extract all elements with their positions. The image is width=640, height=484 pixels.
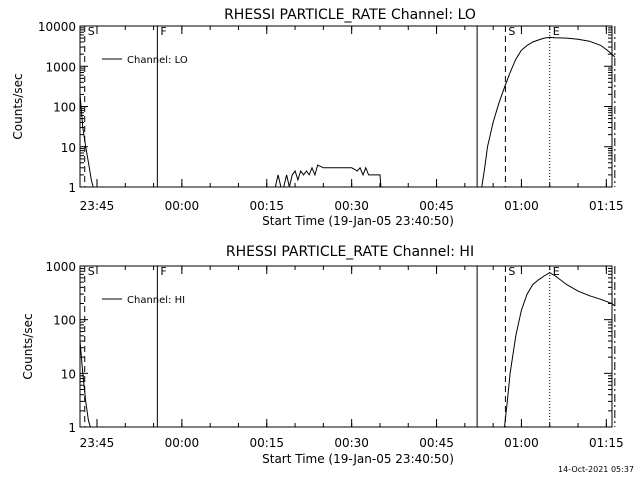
y-tick-label: 1 — [68, 181, 76, 195]
x-tick-label: 00:00 — [165, 199, 200, 213]
x-tick-label: 00:30 — [334, 199, 369, 213]
data-series-line — [79, 94, 94, 188]
data-series-line — [481, 36, 616, 188]
event-marker-label: S — [508, 25, 515, 38]
y-axis-label: Counts/sec — [21, 313, 35, 379]
y-tick-label: 1000 — [45, 60, 76, 74]
chart-title: RHESSI PARTICLE_RATE Channel: HI — [226, 244, 474, 260]
data-series-line — [504, 272, 616, 428]
y-tick-label: 10000 — [38, 20, 76, 34]
legend-label: Channel: LO — [127, 55, 188, 66]
x-axis-label: Start Time (19-Jan-05 23:40:50) — [262, 452, 454, 466]
chart-title: RHESSI PARTICLE_RATE Channel: LO — [224, 7, 476, 23]
event-marker-label: E — [553, 265, 560, 278]
x-tick-label: 01:15 — [589, 436, 624, 450]
timestamp: 14-Oct-2021 05:37 — [558, 465, 634, 474]
event-marker-label: S — [88, 25, 95, 38]
x-tick-label: 23:45 — [80, 436, 115, 450]
plot-frame — [79, 25, 613, 188]
data-series-line — [274, 164, 382, 188]
chart-1: RHESSI PARTICLE_RATE Channel: LO Counts/s… — [11, 7, 624, 228]
x-tick-label: 00:15 — [249, 199, 284, 213]
x-tick-label: 00:15 — [249, 436, 284, 450]
event-marker-label: E — [553, 25, 560, 38]
legend-label: Channel: HI — [127, 295, 185, 306]
event-marker-label: F — [160, 25, 166, 38]
y-tick-label: 10 — [61, 367, 76, 381]
x-tick-label: 01:00 — [504, 436, 539, 450]
x-tick-label: 00:45 — [419, 436, 454, 450]
event-marker-label: S — [88, 265, 95, 278]
x-tick-label: 00:30 — [334, 436, 369, 450]
x-tick-label: 01:00 — [504, 199, 539, 213]
x-tick-label: 01:15 — [589, 199, 624, 213]
x-tick-label: 23:45 — [80, 199, 115, 213]
y-axis-label: Counts/sec — [11, 73, 25, 139]
x-tick-label: 00:45 — [419, 199, 454, 213]
data-series-line — [79, 340, 91, 428]
y-tick-label: 10 — [61, 141, 76, 155]
y-tick-label: 100 — [53, 101, 76, 115]
chart-2: RHESSI PARTICLE_RATE Channel: HI Counts/s… — [21, 244, 624, 466]
event-marker-label: F — [160, 265, 166, 278]
x-tick-label: 00:00 — [165, 436, 200, 450]
plot-frame — [79, 265, 613, 428]
y-tick-label: 1000 — [45, 260, 76, 274]
y-tick-label: 1 — [68, 421, 76, 435]
event-marker-label: S — [508, 265, 515, 278]
y-tick-label: 100 — [53, 314, 76, 328]
x-axis-label: Start Time (19-Jan-05 23:40:50) — [262, 214, 454, 228]
